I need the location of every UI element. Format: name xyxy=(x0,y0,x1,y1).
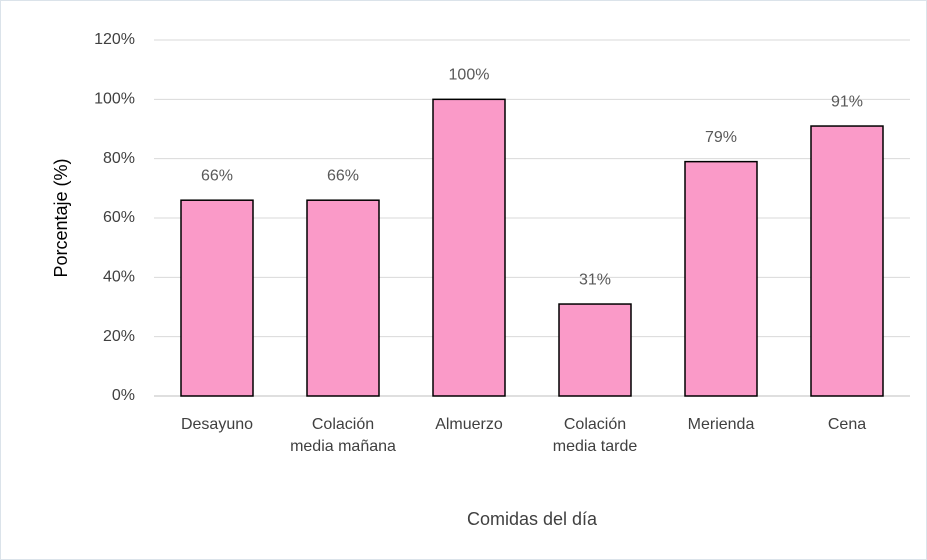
y-tick-label: 60% xyxy=(103,209,135,226)
data-label: 79% xyxy=(705,129,737,146)
x-tick-label: Desayuno xyxy=(180,416,254,433)
data-label: 100% xyxy=(449,67,490,84)
y-tick-label: 20% xyxy=(103,328,135,345)
x-tick-label: Cena xyxy=(827,416,867,433)
y-tick-label: 40% xyxy=(103,269,135,286)
bar xyxy=(180,199,254,397)
y-tick-label: 100% xyxy=(94,91,135,108)
x-tick-label: Colación media mañana xyxy=(290,416,396,455)
x-tick-label: Almuerzo xyxy=(435,416,503,433)
y-axis-title: Porcentaje (%) xyxy=(51,158,71,277)
bar xyxy=(558,303,632,397)
y-tick-label: 120% xyxy=(94,31,135,48)
x-tick-label: Merienda xyxy=(687,416,755,433)
x-tick-label: Colación media tarde xyxy=(552,416,638,455)
bar xyxy=(684,160,758,397)
data-label: 66% xyxy=(327,167,359,184)
y-tick-label: 80% xyxy=(103,150,135,167)
data-label: 66% xyxy=(201,167,233,184)
bar xyxy=(810,125,884,397)
data-label: 31% xyxy=(579,271,611,288)
data-label: 91% xyxy=(831,93,863,110)
bar xyxy=(432,98,506,397)
x-axis-title: Comidas del día xyxy=(467,509,598,529)
bar xyxy=(306,199,380,397)
y-tick-label: 0% xyxy=(112,387,135,404)
